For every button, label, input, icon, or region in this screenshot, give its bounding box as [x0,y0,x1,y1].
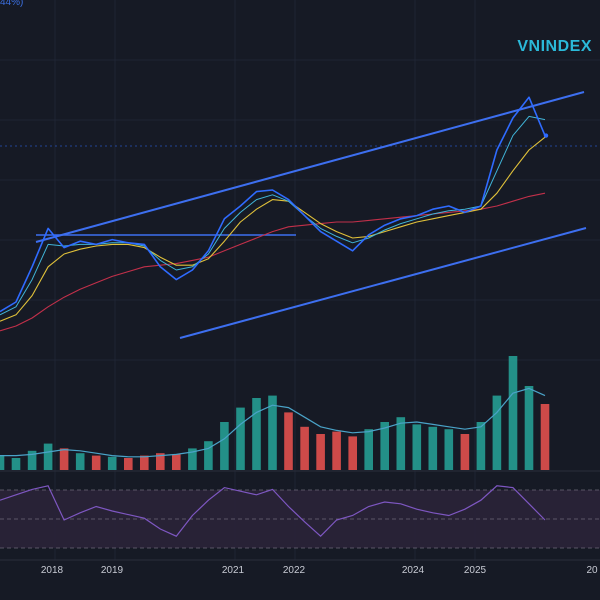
volume-bar [332,431,341,470]
channel-lower-line [179,227,587,339]
volume-bar [107,456,117,470]
rsi-line [0,485,546,538]
ma-fast-line [0,115,546,316]
volume-bar [396,417,406,470]
volume-bar [236,407,245,470]
x-tick-label: 2019 [101,565,124,576]
volume-bar [220,422,229,470]
volume-bar [316,434,325,470]
x-tick-label: 2018 [41,565,64,576]
x-tick-label: 2022 [283,565,306,576]
volume-bar [268,395,277,470]
volume-bar [188,448,197,470]
x-tick-label: 2021 [222,565,245,576]
volume-bar [300,426,309,470]
price-line [0,96,546,313]
rsi-band [0,490,600,548]
volume-bar [364,429,373,470]
volume-bar [204,441,213,470]
volume-bar [140,455,149,470]
volume-bar [91,455,101,470]
channel-upper-line [35,91,585,243]
watermark-title: VNINDEX [517,38,592,55]
volume-bar [412,424,422,470]
volume-bar [460,434,470,470]
volume-bar [348,436,357,470]
volume-bar [27,450,37,470]
volume-bar [428,426,438,470]
volume-bar [524,386,534,470]
volume-bar [43,443,53,470]
volume-bar [444,429,454,470]
volume-bar [156,453,165,470]
volume-bar [124,458,133,470]
x-tick-label: 20 [586,565,598,576]
volume-bar [252,398,261,470]
last-price-dot [543,133,549,138]
volume-ma-line [0,387,546,458]
x-tick-label: 2025 [464,565,487,576]
x-tick-label: 2024 [402,565,425,576]
volume-bar [492,395,502,470]
volume-bar [75,453,85,470]
volume-bar [476,422,486,470]
volume-bar [508,356,518,470]
corner-label: 44%) [0,0,24,8]
volume-bar [0,455,5,470]
volume-bar [540,404,550,470]
ma-mid-line [0,136,546,322]
volume-bar [172,454,181,470]
volume-bar [380,422,389,470]
volume-bar [11,458,21,470]
volume-bar [59,448,69,470]
volume-bar [284,412,293,470]
ma-slow-line [0,192,546,332]
